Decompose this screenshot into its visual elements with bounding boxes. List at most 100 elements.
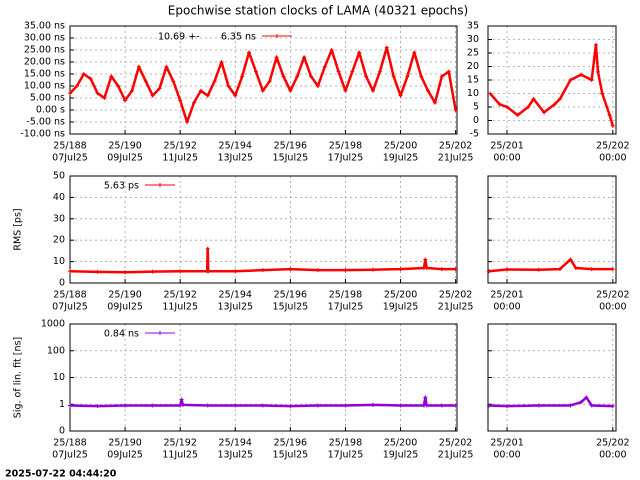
data-point (109, 74, 114, 79)
x-tick-sublabel: 07Jul25 (52, 450, 88, 461)
legend-marker (158, 183, 162, 187)
data-point (179, 397, 184, 402)
data-point (123, 98, 128, 103)
data-point (579, 72, 584, 77)
x-tick-label: 25/198 (329, 141, 362, 152)
data-point (295, 74, 300, 79)
data-point (260, 88, 265, 93)
y-tick-label: 40 (53, 192, 65, 203)
x-tick-label: 25/200 (384, 290, 417, 301)
data-point (505, 267, 510, 272)
data-point (191, 100, 196, 105)
data-point (309, 74, 314, 79)
x-tick-sublabel: 15Jul25 (273, 153, 309, 164)
y-tick-label: -5.00 ns (26, 117, 65, 128)
data-point (88, 76, 93, 81)
data-point (536, 403, 541, 408)
x-tick-sublabel: 09Jul25 (107, 153, 143, 164)
data-point (274, 55, 279, 60)
data-point (419, 74, 424, 79)
y-tick-label: 20 (467, 61, 479, 72)
data-point (288, 267, 293, 272)
data-point (329, 48, 334, 52)
x-tick-sublabel: 13Jul25 (217, 302, 253, 313)
y-axis-label: RMS [ps] (13, 208, 24, 250)
y-tick-label: 20.00 ns (24, 57, 65, 68)
data-point (219, 60, 224, 64)
y-tick-label: 25 (467, 48, 479, 59)
x-tick-label: 25/202 (596, 290, 629, 301)
data-point (226, 84, 231, 88)
series-line (69, 46, 457, 124)
x-tick-sublabel: 00:00 (599, 302, 626, 313)
y-tick-label: 30.00 ns (24, 33, 65, 44)
data-point (405, 74, 410, 79)
data-point (505, 105, 510, 109)
data-point (439, 403, 444, 408)
data-point (487, 269, 492, 274)
x-tick-label: 25/188 (53, 141, 86, 152)
data-point (315, 403, 320, 408)
x-tick-label: 25/194 (219, 141, 252, 152)
data-point (384, 45, 389, 50)
data-point (253, 69, 258, 74)
data-point (542, 110, 547, 115)
y-tick-label: 15.00 ns (24, 69, 65, 80)
data-point (288, 404, 293, 409)
data-point (505, 404, 510, 409)
y-axis-label: Sig. of lin. fit [ns] (13, 337, 24, 418)
x-tick-sublabel: 21Jul25 (438, 153, 474, 164)
data-point (424, 403, 429, 408)
data-point (240, 74, 245, 79)
x-tick-label: 25/201 (490, 290, 523, 301)
data-point (205, 403, 210, 408)
x-tick-label: 25/190 (108, 290, 141, 301)
data-point (198, 88, 203, 93)
x-tick-sublabel: 07Jul25 (52, 153, 88, 164)
plot-frame (69, 323, 458, 432)
x-tick-sublabel: 17Jul25 (328, 302, 364, 313)
x-tick-label: 25/202 (439, 141, 472, 152)
x-tick-label: 25/190 (108, 438, 141, 449)
data-point (350, 69, 355, 74)
data-point (336, 69, 341, 74)
x-tick-sublabel: 15Jul25 (273, 450, 309, 461)
data-point (610, 123, 615, 128)
data-point (426, 88, 431, 93)
data-point (364, 74, 369, 79)
data-point (453, 403, 458, 408)
data-point (171, 79, 176, 84)
data-point (370, 267, 375, 272)
data-point (453, 267, 458, 272)
series-line (488, 258, 613, 273)
data-point (557, 96, 562, 101)
x-tick-sublabel: 17Jul25 (328, 450, 364, 461)
data-point (164, 64, 169, 69)
data-point (439, 74, 444, 79)
data-point (102, 96, 107, 100)
data-point (432, 100, 437, 105)
data-point (610, 404, 615, 409)
x-tick-sublabel: 09Jul25 (107, 302, 143, 313)
data-point (260, 268, 265, 273)
data-point (398, 403, 403, 408)
x-tick-label: 25/194 (219, 290, 252, 301)
x-tick-sublabel: 21Jul25 (438, 450, 474, 461)
data-point (439, 267, 444, 272)
data-point (267, 79, 272, 84)
series-line (489, 396, 613, 408)
plot-frame (487, 25, 617, 135)
data-point (607, 113, 612, 118)
data-point (315, 268, 320, 273)
data-point (343, 268, 348, 273)
y-tick-label: 1 (59, 399, 65, 410)
x-tick-label: 25/201 (490, 438, 523, 449)
legend-label: 6.35 ns (221, 32, 256, 43)
data-point (531, 96, 536, 101)
data-point (150, 269, 155, 274)
data-point (536, 267, 541, 272)
data-point (515, 113, 520, 118)
y-tick-label: 5 (473, 102, 479, 113)
data-point (180, 402, 185, 407)
